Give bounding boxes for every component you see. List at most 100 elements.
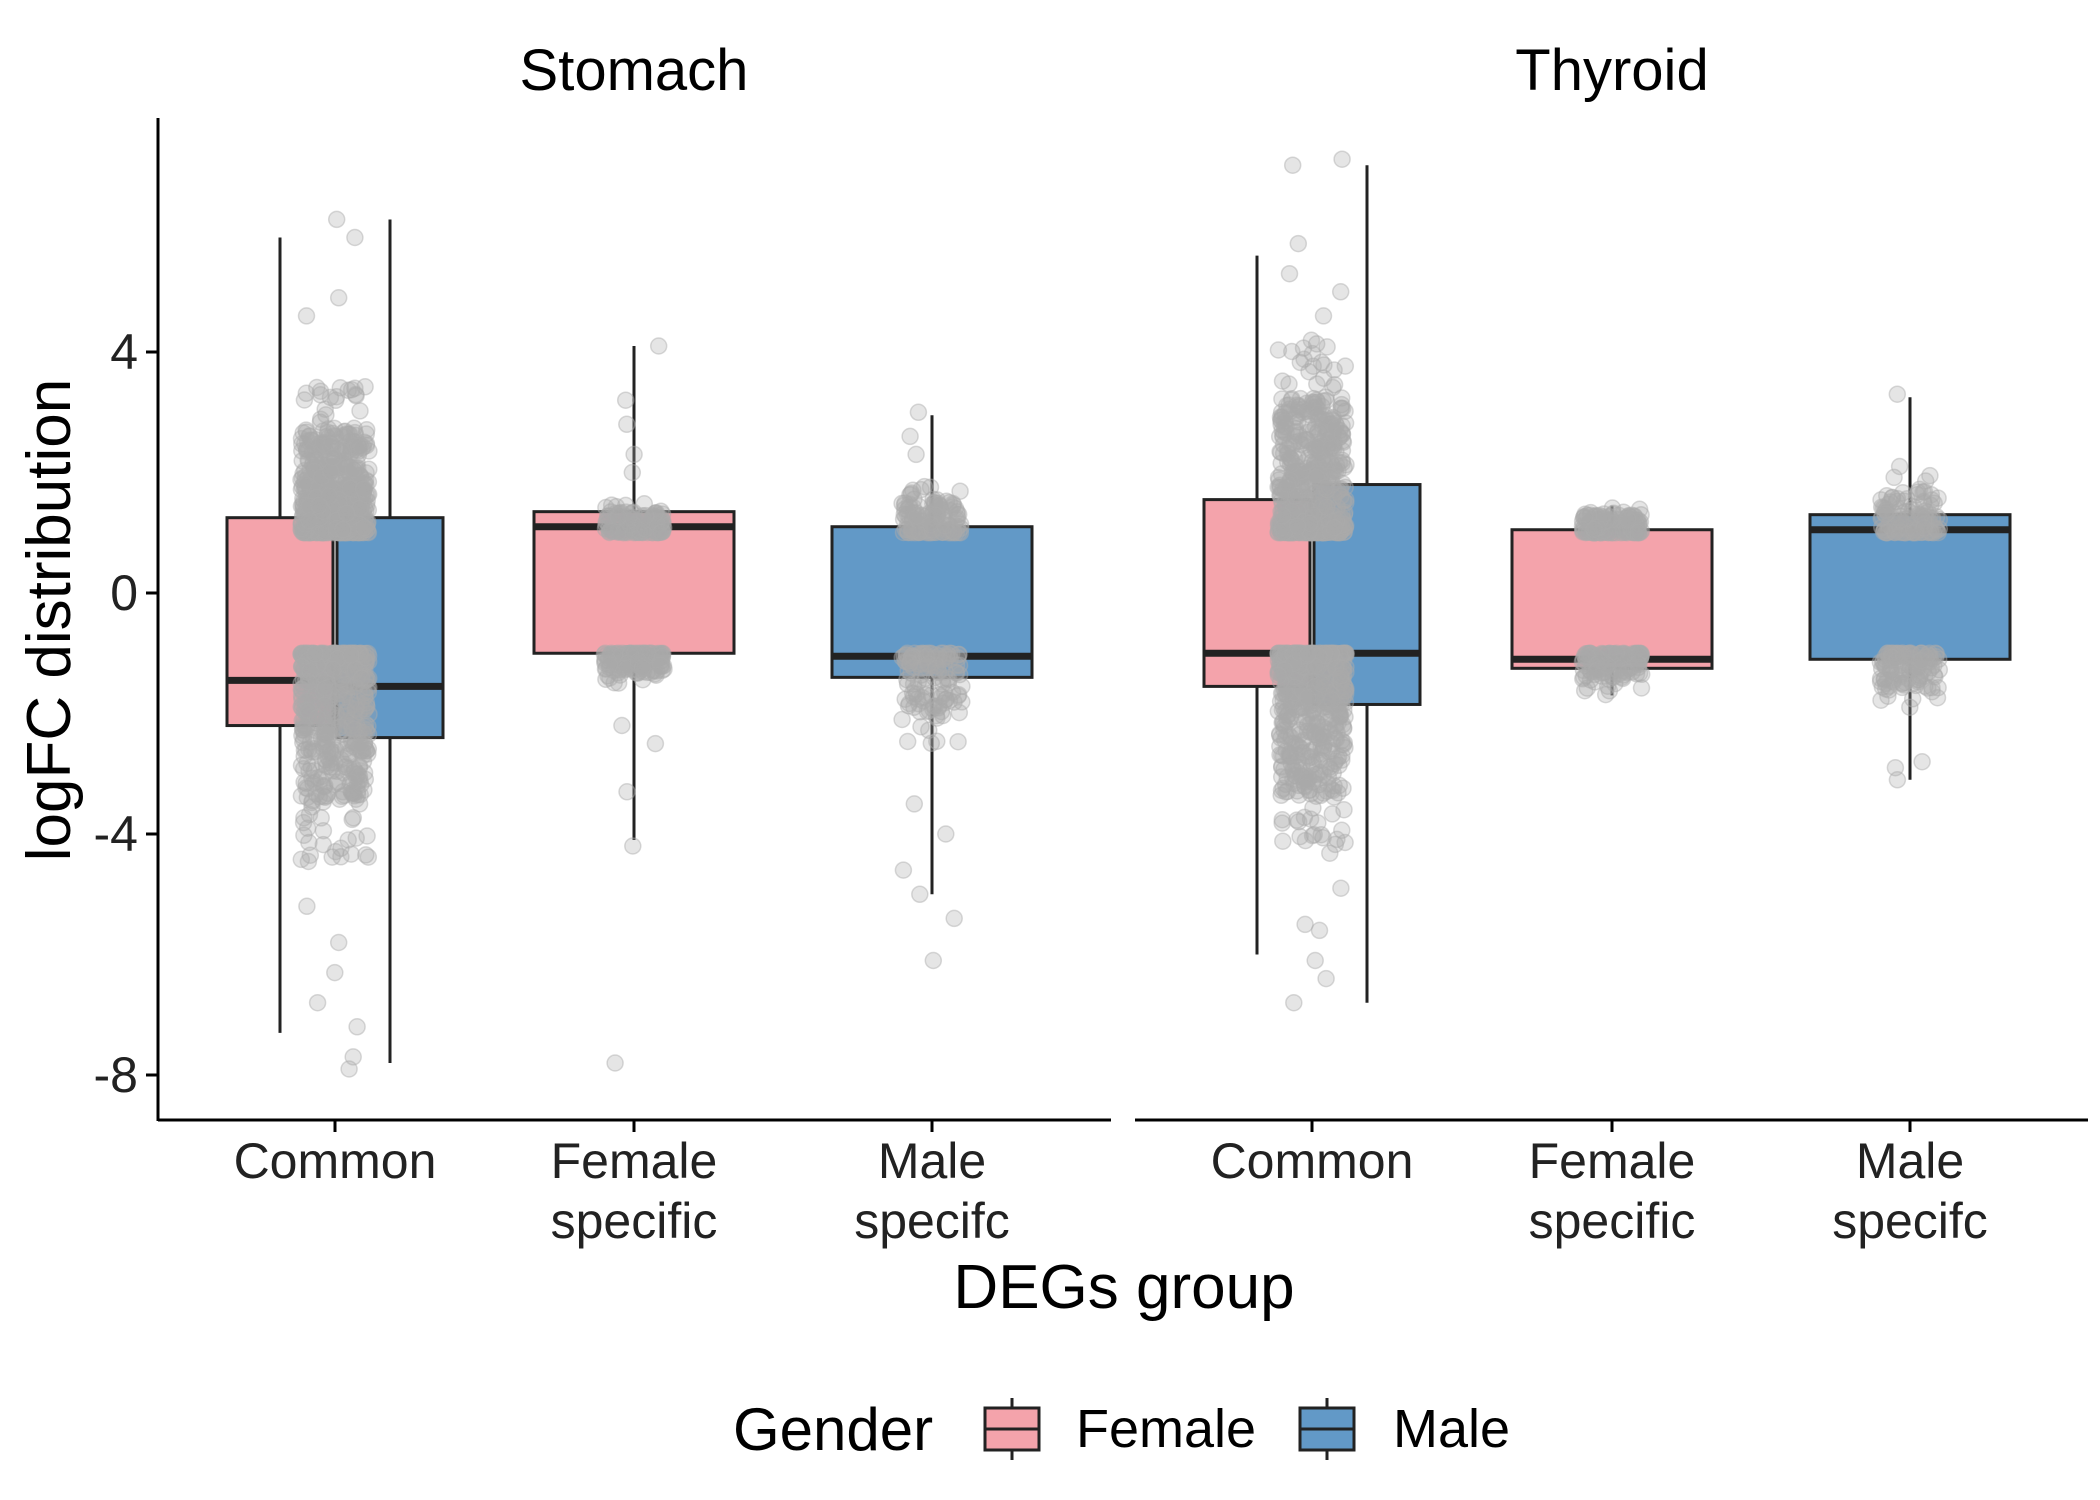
points-stomach-common-point bbox=[345, 737, 363, 756]
points-stomach-common-point bbox=[318, 698, 337, 716]
points-stomach-common-point bbox=[292, 686, 311, 705]
points-stomach-common-point bbox=[339, 656, 357, 675]
points-stomach-common-point bbox=[307, 496, 326, 514]
points-stomach-common-point bbox=[311, 410, 330, 428]
points-stomach-male-specifc-point bbox=[941, 650, 959, 669]
points-stomach-common-point bbox=[330, 790, 349, 808]
points-stomach-female-specific-point bbox=[623, 463, 642, 482]
points-stomach-common-point bbox=[346, 516, 364, 534]
points-stomach-common-point bbox=[350, 722, 368, 741]
points-stomach-common-point bbox=[310, 788, 329, 806]
points-stomach-common-point bbox=[305, 458, 323, 477]
points-stomach-common-point bbox=[324, 512, 343, 531]
points-stomach-common-point bbox=[293, 681, 311, 699]
points-stomach-common-point bbox=[297, 774, 315, 793]
points-stomach-common-point bbox=[316, 475, 334, 493]
points-stomach-common-point bbox=[320, 647, 339, 666]
points-stomach-common-point bbox=[304, 729, 323, 748]
points-stomach-common-point bbox=[331, 664, 349, 683]
points-stomach-common-point bbox=[329, 648, 348, 666]
points-stomach-common-point bbox=[297, 423, 316, 441]
box-stomach-common-male bbox=[335, 219, 445, 1063]
points-stomach-common-point bbox=[356, 687, 374, 706]
points-thyroid-female-specific-point bbox=[1618, 663, 1636, 682]
points-stomach-common-point bbox=[300, 522, 319, 541]
points-stomach-common-point bbox=[324, 520, 342, 538]
points-stomach-common-point bbox=[300, 427, 319, 445]
points-stomach-common-point bbox=[350, 515, 368, 533]
points-stomach-common-point bbox=[296, 479, 314, 497]
points-stomach-common-point bbox=[297, 702, 315, 720]
points-stomach-common-point bbox=[347, 768, 366, 786]
points-stomach-common-point bbox=[334, 476, 353, 494]
points-stomach-common-point bbox=[292, 644, 310, 663]
points-stomach-common-point bbox=[311, 523, 329, 542]
points-stomach-common-point bbox=[315, 734, 334, 752]
points-thyroid-common-point bbox=[1296, 453, 1314, 472]
points-stomach-common-point bbox=[308, 655, 327, 674]
points-stomach-common-point bbox=[350, 519, 368, 538]
points-stomach-common-point bbox=[310, 689, 328, 707]
points-stomach-common-point bbox=[319, 477, 337, 495]
points-stomach-common-point bbox=[359, 523, 378, 542]
points-stomach-common-point bbox=[343, 783, 362, 802]
points-stomach-common-point bbox=[341, 425, 359, 443]
points-stomach-common-point bbox=[333, 787, 352, 806]
points-stomach-common-point bbox=[319, 743, 337, 761]
points-stomach-common-point bbox=[298, 442, 316, 461]
points-stomach-common-point bbox=[346, 762, 364, 780]
points-stomach-common-point bbox=[356, 699, 375, 718]
points-stomach-common-point bbox=[317, 667, 335, 686]
points-stomach-common-point bbox=[344, 711, 362, 729]
points-stomach-common-point bbox=[314, 523, 332, 542]
points-stomach-common-point bbox=[350, 520, 369, 538]
points-stomach-common-point bbox=[330, 667, 349, 686]
points-stomach-common-point bbox=[292, 657, 311, 676]
points-stomach-female-specific-point bbox=[628, 521, 646, 540]
points-stomach-common-point bbox=[359, 725, 378, 744]
points-stomach-common-point bbox=[300, 514, 318, 533]
points-stomach-common-point bbox=[346, 644, 364, 663]
points-stomach-common-point bbox=[336, 645, 354, 663]
points-stomach-common-point bbox=[310, 696, 328, 715]
points-stomach-common-point bbox=[321, 522, 340, 540]
points-stomach-common-point bbox=[341, 475, 359, 494]
points-stomach-common-point bbox=[301, 647, 319, 665]
legend-key-female bbox=[983, 1398, 1041, 1460]
points-stomach-common-point bbox=[316, 460, 334, 479]
points-stomach-common-point bbox=[325, 662, 343, 681]
points-stomach-common-point bbox=[312, 673, 330, 691]
points-stomach-common-point bbox=[309, 768, 327, 787]
points-stomach-common-point bbox=[356, 715, 375, 733]
points-thyroid-common-point bbox=[1316, 478, 1335, 497]
points-stomach-common-point bbox=[300, 427, 319, 446]
points-stomach-common-point bbox=[351, 499, 369, 518]
points-stomach-common-point bbox=[315, 717, 334, 736]
points-stomach-common-point bbox=[352, 649, 371, 668]
points-stomach-common-point bbox=[314, 523, 332, 542]
points-stomach-common-point bbox=[326, 504, 344, 523]
points-stomach-common-point bbox=[338, 662, 357, 681]
points-stomach-common-point bbox=[336, 497, 354, 515]
points-stomach-common-point bbox=[350, 442, 368, 460]
points-stomach-common-point bbox=[295, 826, 313, 845]
points-stomach-common-point bbox=[339, 647, 357, 666]
points-stomach-common-point bbox=[346, 490, 365, 509]
points-stomach-common-point bbox=[317, 491, 336, 510]
points-stomach-common-point bbox=[313, 490, 332, 509]
points-stomach-common-point bbox=[294, 730, 313, 749]
points-stomach-common-point bbox=[321, 485, 340, 503]
points-stomach-common-point bbox=[332, 839, 350, 858]
points-stomach-common-point bbox=[355, 489, 374, 508]
points-stomach-common-point bbox=[309, 651, 327, 669]
points-thyroid-common-point bbox=[1299, 688, 1317, 707]
points-stomach-common-point bbox=[353, 486, 372, 504]
points-stomach-common-point bbox=[295, 504, 313, 522]
points-stomach-common-point bbox=[301, 662, 319, 680]
points-stomach-common-point bbox=[332, 439, 350, 458]
points-stomach-common-point bbox=[343, 720, 361, 738]
points-stomach-common-point bbox=[349, 497, 368, 515]
points-stomach-common-point bbox=[316, 751, 335, 769]
points-stomach-common-point bbox=[341, 646, 359, 665]
points-stomach-common-point bbox=[300, 703, 319, 722]
